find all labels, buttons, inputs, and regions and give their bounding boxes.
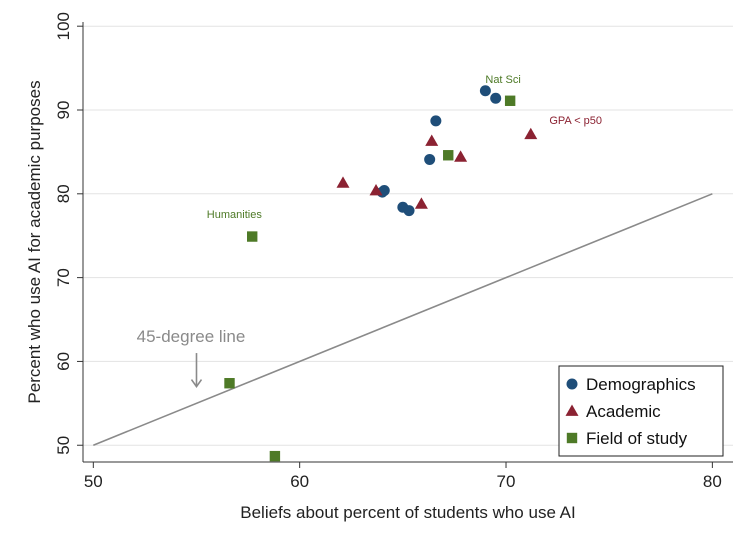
gridlines bbox=[83, 25, 733, 446]
legend-label: Demographics bbox=[586, 375, 696, 394]
field-of-study-point bbox=[269, 450, 281, 462]
y-tick-label: 70 bbox=[54, 268, 73, 287]
legend-marker-demographics bbox=[566, 378, 578, 390]
annotation-label: 45-degree line bbox=[137, 327, 246, 346]
demographics-point bbox=[490, 92, 502, 104]
reference-line-group bbox=[93, 193, 713, 446]
field-of-study-point bbox=[224, 378, 235, 389]
demographics-point bbox=[479, 85, 491, 97]
x-tick-label: 70 bbox=[497, 472, 516, 491]
y-tick-label: 90 bbox=[54, 101, 73, 120]
legend: Demographics Academic Field of study bbox=[558, 365, 724, 457]
annotation-label: Humanities bbox=[207, 209, 263, 221]
x-tick-label: 50 bbox=[84, 472, 103, 491]
field-of-study-point bbox=[247, 231, 258, 242]
academic-point bbox=[524, 127, 538, 140]
x-tick-label: 80 bbox=[703, 472, 722, 491]
demographics-point bbox=[424, 153, 436, 165]
academic-point bbox=[454, 150, 468, 162]
arrow-head bbox=[190, 379, 203, 388]
legend-marker-field-of-study bbox=[566, 432, 578, 444]
x-axis-title: Beliefs about percent of students who us… bbox=[240, 503, 576, 522]
demographics-point bbox=[430, 115, 442, 127]
legend-box bbox=[558, 365, 724, 457]
field-of-study-point bbox=[443, 150, 454, 161]
academic-point bbox=[414, 197, 428, 209]
x-tick-label: 60 bbox=[290, 472, 309, 491]
annotation-label: GPA < p50 bbox=[549, 115, 602, 127]
annotations: Nat Sci GPA < p50 Humanities 45-degree line bbox=[137, 74, 602, 388]
legend-marker-academic bbox=[565, 404, 579, 416]
legend-label: Academic bbox=[586, 402, 661, 421]
annotation-label: Nat Sci bbox=[485, 74, 520, 86]
y-axis-title: Percent who use AI for academic purposes bbox=[25, 80, 44, 403]
demographics-point bbox=[403, 205, 415, 217]
y-tick-label: 60 bbox=[54, 352, 73, 371]
academic-point bbox=[336, 176, 350, 188]
academic-point bbox=[425, 134, 439, 146]
legend-label: Field of study bbox=[586, 429, 688, 448]
y-axis-ticks: 50 60 70 80 90 100 bbox=[54, 12, 83, 455]
x-axis-ticks: 50 60 70 80 bbox=[84, 462, 722, 491]
y-tick-label: 80 bbox=[54, 184, 73, 203]
field-of-study-point bbox=[504, 95, 516, 106]
academic-point bbox=[369, 183, 383, 196]
y-tick-label: 50 bbox=[54, 436, 73, 455]
data-points bbox=[224, 85, 538, 462]
y-tick-label: 100 bbox=[54, 12, 73, 40]
reference-line bbox=[93, 193, 713, 446]
